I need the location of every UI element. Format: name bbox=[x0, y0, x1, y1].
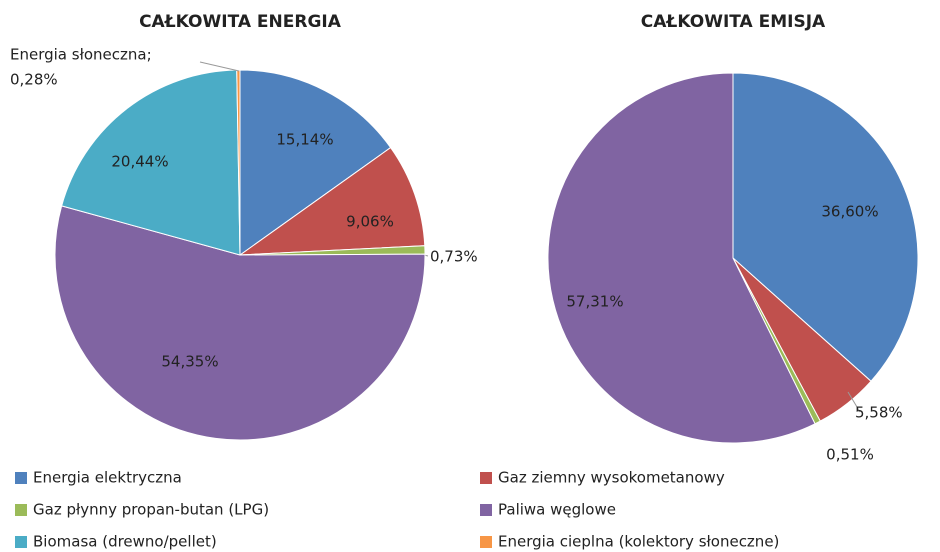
data-label: 9,06% bbox=[346, 213, 394, 231]
legend-label: Biomasa (drewno/pellet) bbox=[33, 533, 217, 551]
data-label: 54,35% bbox=[161, 353, 218, 371]
legend-swatch bbox=[15, 536, 27, 548]
data-label: 57,31% bbox=[566, 293, 623, 311]
pie-slice bbox=[732, 72, 919, 382]
pie-slice bbox=[61, 69, 241, 256]
legend-swatch bbox=[480, 536, 492, 548]
data-label: 36,60% bbox=[821, 203, 878, 221]
legend-swatch bbox=[480, 504, 492, 516]
chart-title: CAŁKOWITA EMISJA bbox=[641, 12, 826, 32]
legend-swatch bbox=[480, 472, 492, 484]
legend-label: Paliwa węglowe bbox=[498, 501, 616, 519]
data-label: 0,28% bbox=[10, 71, 58, 89]
legend-label: Energia cieplna (kolektory słoneczne) bbox=[498, 533, 779, 551]
data-label: 0,73% bbox=[430, 248, 478, 266]
leader-line bbox=[199, 61, 240, 72]
pie-slice bbox=[54, 205, 426, 441]
callout-label: Energia słoneczna; bbox=[10, 46, 152, 64]
pie-slice bbox=[239, 69, 392, 256]
legend-label: Gaz ziemny wysokometanowy bbox=[498, 469, 725, 487]
legend-label: Gaz płynny propan-butan (LPG) bbox=[33, 501, 269, 519]
leader-line bbox=[847, 391, 861, 413]
legend-swatch bbox=[15, 472, 27, 484]
legend-label: Energia elektryczna bbox=[33, 469, 182, 487]
data-label: 5,58% bbox=[855, 404, 903, 422]
data-label: 20,44% bbox=[111, 153, 168, 171]
data-label: 0,51% bbox=[826, 446, 874, 464]
pie-slice bbox=[238, 146, 426, 256]
data-label: 15,14% bbox=[276, 131, 333, 149]
chart-title: CAŁKOWITA ENERGIA bbox=[139, 12, 342, 32]
legend-swatch bbox=[15, 504, 27, 516]
pie-slice bbox=[547, 72, 816, 444]
